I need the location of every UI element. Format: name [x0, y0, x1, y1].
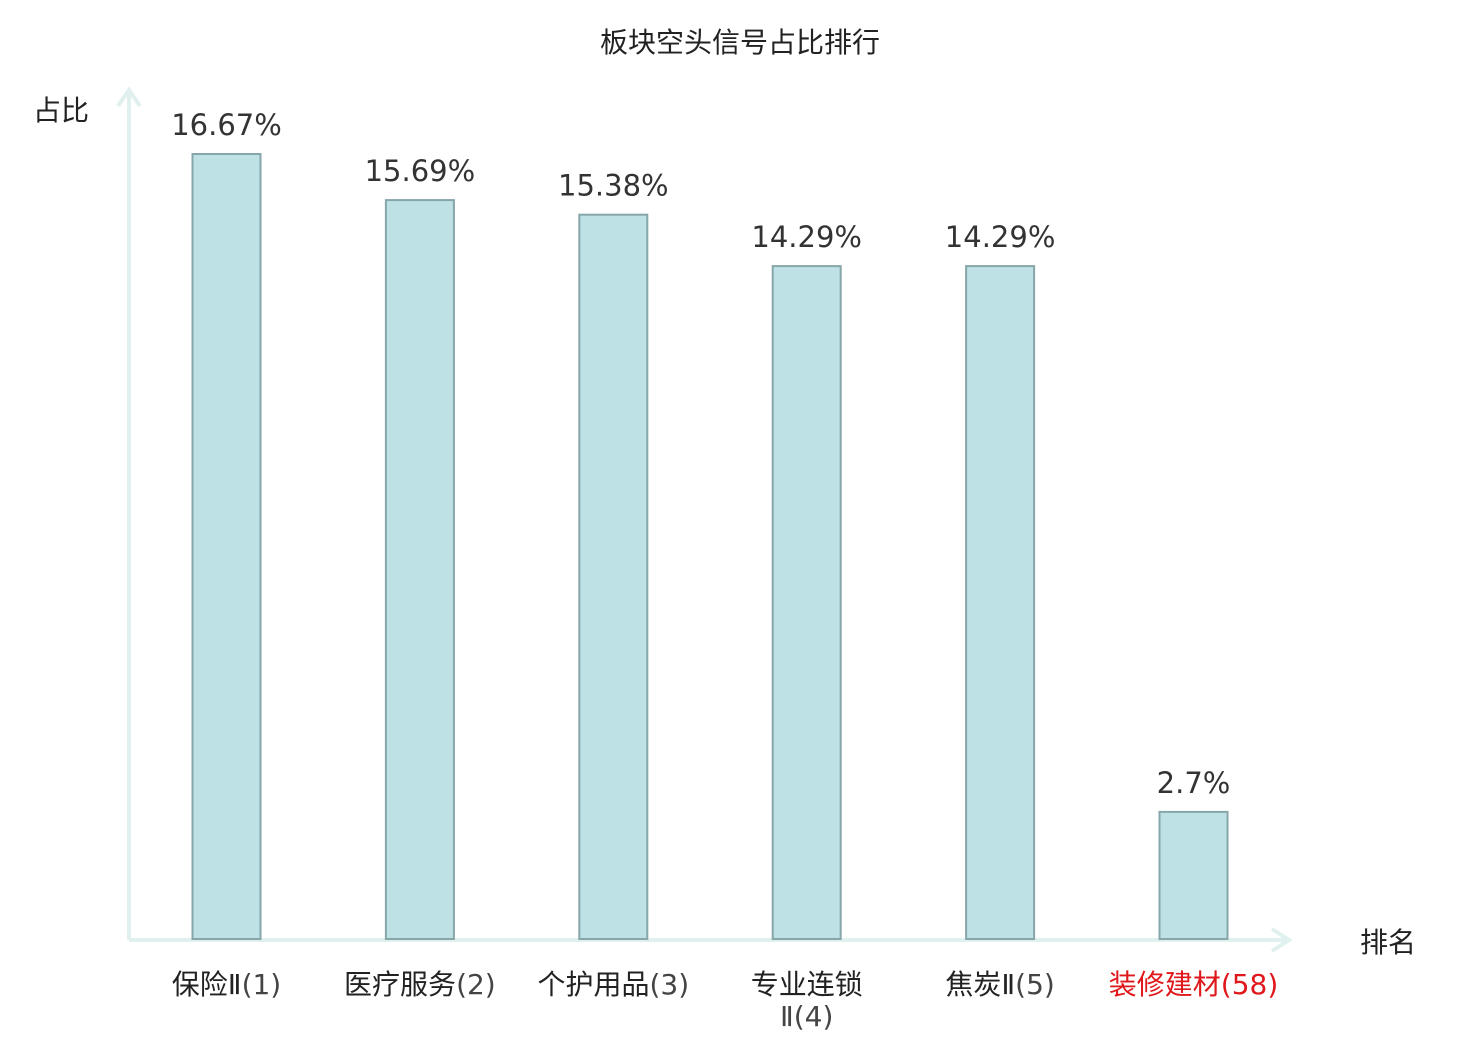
- x-tick-name: 个护用品: [537, 968, 649, 1001]
- data-label: 16.67%: [171, 108, 282, 142]
- axes: [116, 86, 1293, 953]
- x-axis-label: 排名: [1360, 926, 1416, 959]
- x-axis-arrow: [1270, 927, 1293, 953]
- x-tick-label: 装修建材(58): [1109, 968, 1279, 1001]
- bar: [191, 153, 262, 940]
- x-tick-name: 保险Ⅱ: [172, 968, 242, 1001]
- x-tick-name: 焦炭Ⅱ: [945, 968, 1015, 1001]
- data-label: 14.29%: [751, 220, 862, 254]
- bar: [578, 213, 649, 940]
- y-axis-arrow: [116, 86, 142, 108]
- bar: [965, 265, 1036, 941]
- x-tick-rank: (58): [1221, 968, 1278, 1001]
- data-label: 15.38%: [558, 169, 669, 203]
- data-label: 14.29%: [945, 220, 1056, 254]
- bar: [771, 265, 842, 941]
- data-label: 15.69%: [365, 154, 476, 188]
- bar: [384, 199, 455, 941]
- x-tick-rank: (5): [1015, 968, 1055, 1001]
- x-tick-label: 个护用品(3): [537, 968, 689, 1001]
- bar: [1158, 810, 1229, 941]
- y-axis-label: 占比: [33, 94, 89, 127]
- value-labels-group: 16.67% 15.69% 15.38% 14.29% 14.29% 2.7%: [171, 108, 1230, 800]
- x-tick-rank: (3): [649, 968, 689, 1001]
- chart-title: 板块空头信号占比排行: [600, 26, 880, 59]
- x-tick-label-line2: Ⅱ(4): [780, 1000, 833, 1033]
- x-tick-label: 保险Ⅱ(1): [172, 968, 281, 1001]
- x-tick-rank: (2): [456, 968, 496, 1001]
- bars-group: [191, 153, 1229, 941]
- x-tick-name: 医疗服务: [344, 968, 456, 1001]
- data-label: 2.7%: [1157, 766, 1231, 800]
- x-tick-name: 装修建材: [1109, 968, 1221, 1001]
- x-tick-label: 专业连锁: [751, 968, 863, 1001]
- x-tick-rank: (1): [242, 968, 282, 1001]
- x-tick-label: 医疗服务(2): [344, 968, 496, 1001]
- x-tick-label: 焦炭Ⅱ(5): [945, 968, 1054, 1001]
